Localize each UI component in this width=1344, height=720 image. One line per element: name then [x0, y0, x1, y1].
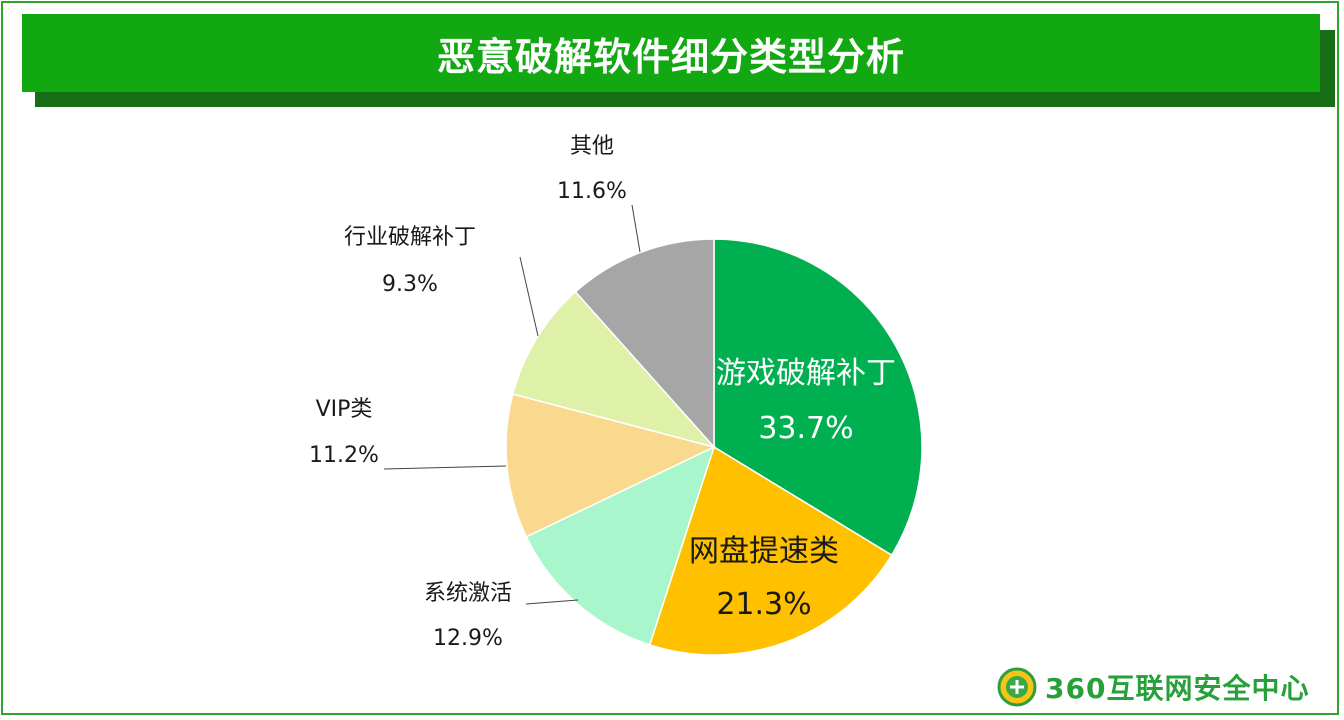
pie-slice-1 — [648, 445, 893, 656]
slice-percent-label: 12.9% — [433, 626, 503, 651]
brand-logo-text: 360互联网安全中心 — [1045, 672, 1310, 705]
leader-lines — [383, 204, 641, 605]
leader-line — [631, 204, 641, 253]
pie-slice-4 — [511, 290, 717, 449]
slice-percent-label: 9.3% — [382, 272, 438, 297]
globe-logo-icon — [997, 667, 1037, 707]
slice-category-label: 行业破解补丁 — [344, 225, 476, 250]
pie-slice-0 — [713, 238, 923, 557]
pie-slice-3 — [505, 393, 717, 538]
slice-category-label: 系统激活 — [424, 581, 512, 606]
chart-title: 恶意破解软件细分类型分析 — [436, 34, 905, 79]
slice-percent-label: 11.6% — [557, 179, 627, 204]
slice-percent-label: 11.2% — [309, 443, 379, 468]
leader-line — [519, 256, 539, 337]
pie-slices — [505, 238, 923, 656]
leader-line — [525, 599, 579, 605]
slice-percent-label: 21.3% — [716, 587, 811, 622]
slice-labels: 游戏破解补丁 33.7% 网盘提速类 21.3% 系统激活 12.9% VIP类 11.2% 行… — [309, 134, 896, 651]
brand-logo: 360互联网安全中心 — [997, 667, 1309, 707]
slice-category-label: 其他 — [570, 134, 614, 159]
slice-percent-label: 33.7% — [758, 411, 853, 446]
pie-slice-2 — [525, 445, 716, 646]
slice-category-label: 网盘提速类 — [689, 534, 839, 569]
pie-slice-5 — [574, 238, 715, 449]
leader-line — [383, 465, 507, 470]
title-banner: 恶意破解软件细分类型分析 — [22, 14, 1320, 92]
slice-category-label: 游戏破解补丁 — [716, 356, 896, 391]
slice-category-label: VIP类 — [316, 397, 373, 422]
